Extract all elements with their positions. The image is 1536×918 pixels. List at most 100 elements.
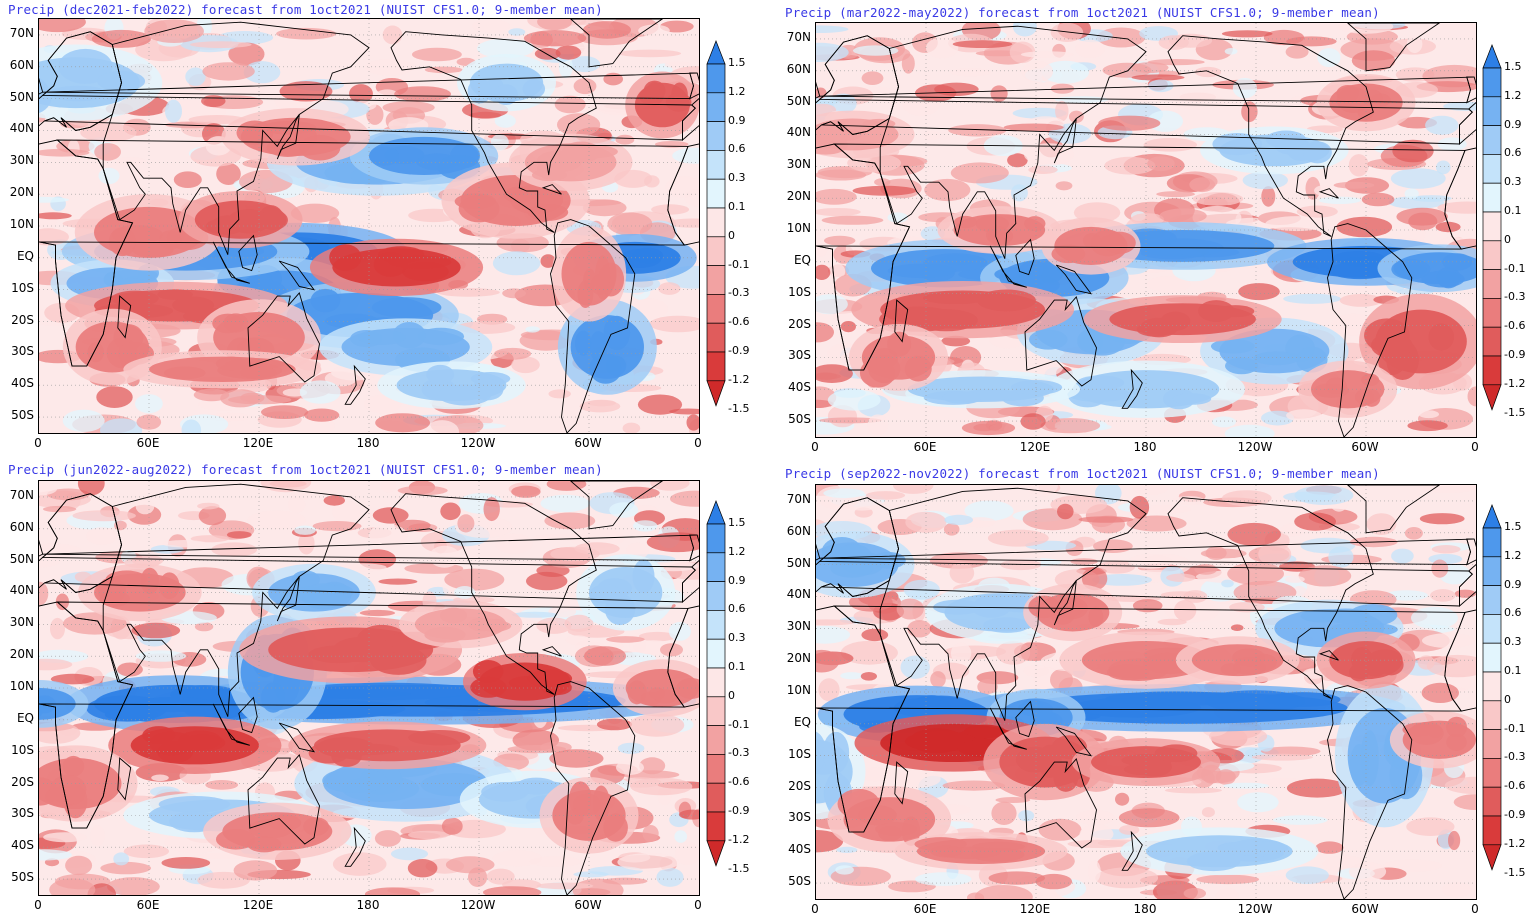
- colorbar-swatch: [1482, 182, 1502, 213]
- gridlines: [39, 19, 699, 433]
- colorbar-swatch: [1482, 729, 1502, 759]
- colorbar-label: 0.9: [728, 113, 746, 127]
- colorbar: [1482, 44, 1502, 415]
- colorbar-label: 0.9: [728, 573, 746, 587]
- colorbar-label: 0.3: [1504, 175, 1522, 189]
- lat-label: 40S: [788, 842, 811, 857]
- colorbar-label: -0.3: [1504, 750, 1526, 764]
- lon-label: 60W: [1351, 902, 1379, 916]
- colorbar-label: 1.5: [728, 516, 746, 529]
- colorbar-swatch: [706, 178, 726, 209]
- anomaly-map: [38, 480, 700, 896]
- colorbar-label: -0.1: [728, 257, 750, 271]
- colorbar-label: 1.5: [1504, 60, 1522, 73]
- panel-title: Precip (sep2022-nov2022) forecast from 1…: [785, 466, 1380, 481]
- lat-label: 10S: [788, 746, 811, 761]
- lat-label: 70N: [786, 29, 811, 44]
- coastlines: [816, 485, 1476, 899]
- colorbar-label: -1.5: [728, 401, 750, 415]
- lat-label: 40N: [786, 587, 811, 602]
- lon-label: 60E: [913, 440, 937, 454]
- colorbar-swatch: [706, 782, 726, 813]
- colorbar: [1482, 504, 1502, 875]
- colorbar-label: 0: [728, 228, 735, 242]
- anomaly-map: [38, 18, 700, 434]
- lon-label: 60W: [574, 436, 602, 450]
- colorbar-label: -0.3: [728, 746, 750, 760]
- lat-label: 50N: [786, 93, 811, 108]
- lon-label: 120W: [460, 898, 496, 912]
- lat-label: 30N: [786, 619, 811, 634]
- colorbar-label: 0.6: [728, 602, 746, 616]
- colorbar-swatch: [1482, 154, 1502, 184]
- lat-label: 30S: [788, 810, 811, 825]
- lat-label: 10N: [9, 679, 34, 693]
- lon-label: 0: [34, 436, 42, 450]
- lat-label: 50S: [788, 412, 811, 427]
- colorbar-label: -1.5: [728, 861, 750, 875]
- panel-title: Precip (jun2022-aug2022) forecast from 1…: [8, 462, 603, 477]
- lon-label: 0: [34, 898, 42, 912]
- lat-label: 60N: [786, 523, 811, 538]
- colorbar-label: 0.1: [1504, 664, 1522, 677]
- colorbar-swatch: [1482, 269, 1502, 299]
- colorbar-swatch: [1482, 298, 1502, 328]
- colorbar-swatch: [1482, 585, 1502, 615]
- lat-label: 30S: [788, 348, 811, 363]
- lat-label: 60N: [786, 61, 811, 76]
- colorbar-swatch: [706, 351, 726, 382]
- lat-label: 50N: [786, 555, 811, 570]
- colorbar-label: -0.6: [1504, 779, 1526, 793]
- colorbar-label: -1.5: [1504, 865, 1526, 879]
- colorbar-label: 0.9: [1504, 117, 1522, 131]
- colorbar-label: -1.5: [1504, 405, 1526, 419]
- lat-label: 40S: [11, 376, 34, 391]
- lat-label: 30S: [11, 806, 34, 821]
- lat-label: 10S: [11, 742, 34, 757]
- colorbar-swatches: [1482, 504, 1502, 871]
- lat-label: EQ: [16, 248, 34, 263]
- lat-label: EQ: [793, 252, 811, 267]
- lon-label: 120E: [242, 898, 274, 912]
- lat-label: 40S: [788, 380, 811, 395]
- lon-label: 0: [811, 440, 819, 454]
- lat-label: 60N: [9, 57, 34, 72]
- colorbar-swatch: [1482, 758, 1502, 788]
- lat-label: 30N: [9, 153, 34, 168]
- colorbar-label: -0.6: [728, 315, 750, 329]
- colorbar-swatch: [706, 236, 726, 266]
- colorbar-label: 0.6: [728, 142, 746, 156]
- lon-label: 180: [356, 436, 380, 450]
- colorbar-label: 1.2: [728, 84, 746, 98]
- lon-label: 60W: [574, 898, 602, 912]
- panel-title: Precip (mar2022-may2022) forecast from 1…: [785, 5, 1380, 20]
- colorbar-swatch: [1482, 671, 1502, 702]
- colorbar-swatch: [1482, 44, 1502, 69]
- colorbar-label: 0.3: [728, 631, 746, 645]
- colorbar-swatch: [706, 840, 726, 867]
- lat-label: 60N: [9, 519, 34, 534]
- colorbar-swatch: [1482, 556, 1502, 586]
- colorbar-swatch: [706, 92, 726, 122]
- colorbar-swatch: [1482, 384, 1502, 411]
- lat-label: 40N: [786, 125, 811, 140]
- lat-label: 50N: [9, 89, 34, 104]
- colorbar-label: -1.2: [728, 832, 750, 846]
- lat-label: 50N: [9, 551, 34, 566]
- colorbar-swatch: [706, 265, 726, 295]
- panel-title: Precip (dec2021-feb2022) forecast from 1…: [8, 2, 603, 17]
- colorbar-label: -0.9: [1504, 348, 1526, 361]
- lon-label: 180: [356, 898, 380, 912]
- coastlines: [39, 19, 699, 433]
- anomaly-field: [816, 23, 1476, 437]
- colorbar-swatch: [706, 638, 726, 669]
- colorbar-label: -0.1: [1504, 261, 1526, 275]
- lat-label: 10N: [9, 217, 34, 231]
- colorbar-label: 0.3: [1504, 635, 1522, 649]
- lon-label: 60E: [136, 898, 160, 912]
- colorbar-swatch: [1482, 96, 1502, 126]
- colorbar-swatch: [1482, 211, 1502, 242]
- lat-label: 70N: [9, 487, 34, 502]
- colorbar: [706, 40, 726, 411]
- lon-label: 120E: [1019, 902, 1051, 916]
